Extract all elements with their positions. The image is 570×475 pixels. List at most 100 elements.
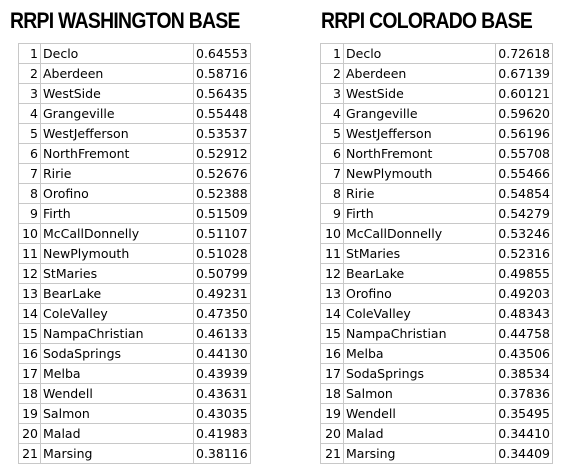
table-row: 7 NewPlymouth 0.55466 xyxy=(320,163,553,184)
table-row: 1 Declo 0.64553 xyxy=(18,43,251,64)
school: McCallDonnelly xyxy=(343,223,496,244)
table-row: 8 Ririe 0.54854 xyxy=(320,183,553,204)
rank: 12 xyxy=(320,263,344,284)
school: SodaSprings xyxy=(343,363,496,384)
table-row: 10 McCallDonnelly 0.51107 xyxy=(18,223,251,244)
rating: 0.53537 xyxy=(193,123,251,144)
table-row: 1 Declo 0.72618 xyxy=(320,43,553,64)
school: McCallDonnelly xyxy=(40,223,194,244)
rating: 0.56196 xyxy=(495,123,553,144)
school: SodaSprings xyxy=(40,343,194,364)
table-row: 13 BearLake 0.49231 xyxy=(18,283,251,304)
school: Grangeville xyxy=(343,103,496,124)
rating: 0.58716 xyxy=(193,63,251,84)
rank: 11 xyxy=(18,243,41,264)
school: Salmon xyxy=(343,383,496,404)
school: Firth xyxy=(40,203,194,224)
table-row: 6 NorthFremont 0.55708 xyxy=(320,143,553,164)
rating: 0.43939 xyxy=(193,363,251,384)
rank: 10 xyxy=(320,223,344,244)
table-row: 12 BearLake 0.49855 xyxy=(320,263,553,284)
rank: 9 xyxy=(320,203,344,224)
table-row: 9 Firth 0.51509 xyxy=(18,203,251,224)
table-row: 12 StMaries 0.50799 xyxy=(18,263,251,284)
rank: 9 xyxy=(18,203,41,224)
rating: 0.43035 xyxy=(193,403,251,424)
school: Declo xyxy=(343,43,496,64)
rank: 20 xyxy=(320,423,344,444)
rank: 19 xyxy=(320,403,344,424)
school: Melba xyxy=(343,343,496,364)
rank: 8 xyxy=(320,183,344,204)
rating: 0.46133 xyxy=(193,323,251,344)
rank: 2 xyxy=(320,63,344,84)
school: WestJefferson xyxy=(40,123,194,144)
ranking-table: 1 Declo 0.72618 2 Aberdeen 0.67139 3 WestSide 0.… xyxy=(320,43,553,464)
rank: 17 xyxy=(320,363,344,384)
table-row: 6 NorthFremont 0.52912 xyxy=(18,143,251,164)
rating: 0.48343 xyxy=(495,303,553,324)
table-row: 3 WestSide 0.56435 xyxy=(18,83,251,104)
rating: 0.52388 xyxy=(193,183,251,204)
rating: 0.55448 xyxy=(193,103,251,124)
rating: 0.55708 xyxy=(495,143,553,164)
table-title: RRPI WASHINGTON BASE xyxy=(10,8,240,33)
table-row: 7 Ririe 0.52676 xyxy=(18,163,251,184)
table-row: 20 Malad 0.34410 xyxy=(320,423,553,444)
rank: 3 xyxy=(320,83,344,104)
school: Aberdeen xyxy=(40,63,194,84)
rating: 0.54279 xyxy=(495,203,553,224)
rank: 15 xyxy=(18,323,41,344)
rating: 0.72618 xyxy=(495,43,553,64)
rating: 0.49855 xyxy=(495,263,553,284)
school: Marsing xyxy=(343,443,496,464)
rank: 4 xyxy=(320,103,344,124)
table-row: 14 ColeValley 0.48343 xyxy=(320,303,553,324)
rank: 1 xyxy=(18,43,41,64)
rank: 21 xyxy=(320,443,344,464)
rating: 0.53246 xyxy=(495,223,553,244)
rating: 0.38116 xyxy=(193,443,251,464)
table-row: 19 Wendell 0.35495 xyxy=(320,403,553,424)
rating: 0.51107 xyxy=(193,223,251,244)
rank: 2 xyxy=(18,63,41,84)
school: Orofino xyxy=(343,283,496,304)
rating: 0.38534 xyxy=(495,363,553,384)
rating: 0.41983 xyxy=(193,423,251,444)
rank: 3 xyxy=(18,83,41,104)
rating: 0.49231 xyxy=(193,283,251,304)
rank: 16 xyxy=(320,343,344,364)
rank: 18 xyxy=(18,383,41,404)
school: BearLake xyxy=(40,283,194,304)
rating: 0.52676 xyxy=(193,163,251,184)
rating: 0.51509 xyxy=(193,203,251,224)
rank: 12 xyxy=(18,263,41,284)
rating: 0.47350 xyxy=(193,303,251,324)
rank: 8 xyxy=(18,183,41,204)
table-row: 19 Salmon 0.43035 xyxy=(18,403,251,424)
table-row: 4 Grangeville 0.55448 xyxy=(18,103,251,124)
rating: 0.50799 xyxy=(193,263,251,284)
rank: 13 xyxy=(320,283,344,304)
table-row: 16 Melba 0.43506 xyxy=(320,343,553,364)
rating: 0.67139 xyxy=(495,63,553,84)
rank: 4 xyxy=(18,103,41,124)
school: StMaries xyxy=(40,263,194,284)
table-row: 2 Aberdeen 0.58716 xyxy=(18,63,251,84)
school: BearLake xyxy=(343,263,496,284)
school: StMaries xyxy=(343,243,496,264)
table-row: 21 Marsing 0.38116 xyxy=(18,443,251,464)
rating: 0.60121 xyxy=(495,83,553,104)
rank: 14 xyxy=(320,303,344,324)
school: NorthFremont xyxy=(40,143,194,164)
school: Marsing xyxy=(40,443,194,464)
rank: 15 xyxy=(320,323,344,344)
table-row: 15 NampaChristian 0.46133 xyxy=(18,323,251,344)
school: Melba xyxy=(40,363,194,384)
table-row: 3 WestSide 0.60121 xyxy=(320,83,553,104)
rating: 0.34410 xyxy=(495,423,553,444)
rating: 0.52912 xyxy=(193,143,251,164)
table-row: 11 StMaries 0.52316 xyxy=(320,243,553,264)
school: Ririe xyxy=(40,163,194,184)
